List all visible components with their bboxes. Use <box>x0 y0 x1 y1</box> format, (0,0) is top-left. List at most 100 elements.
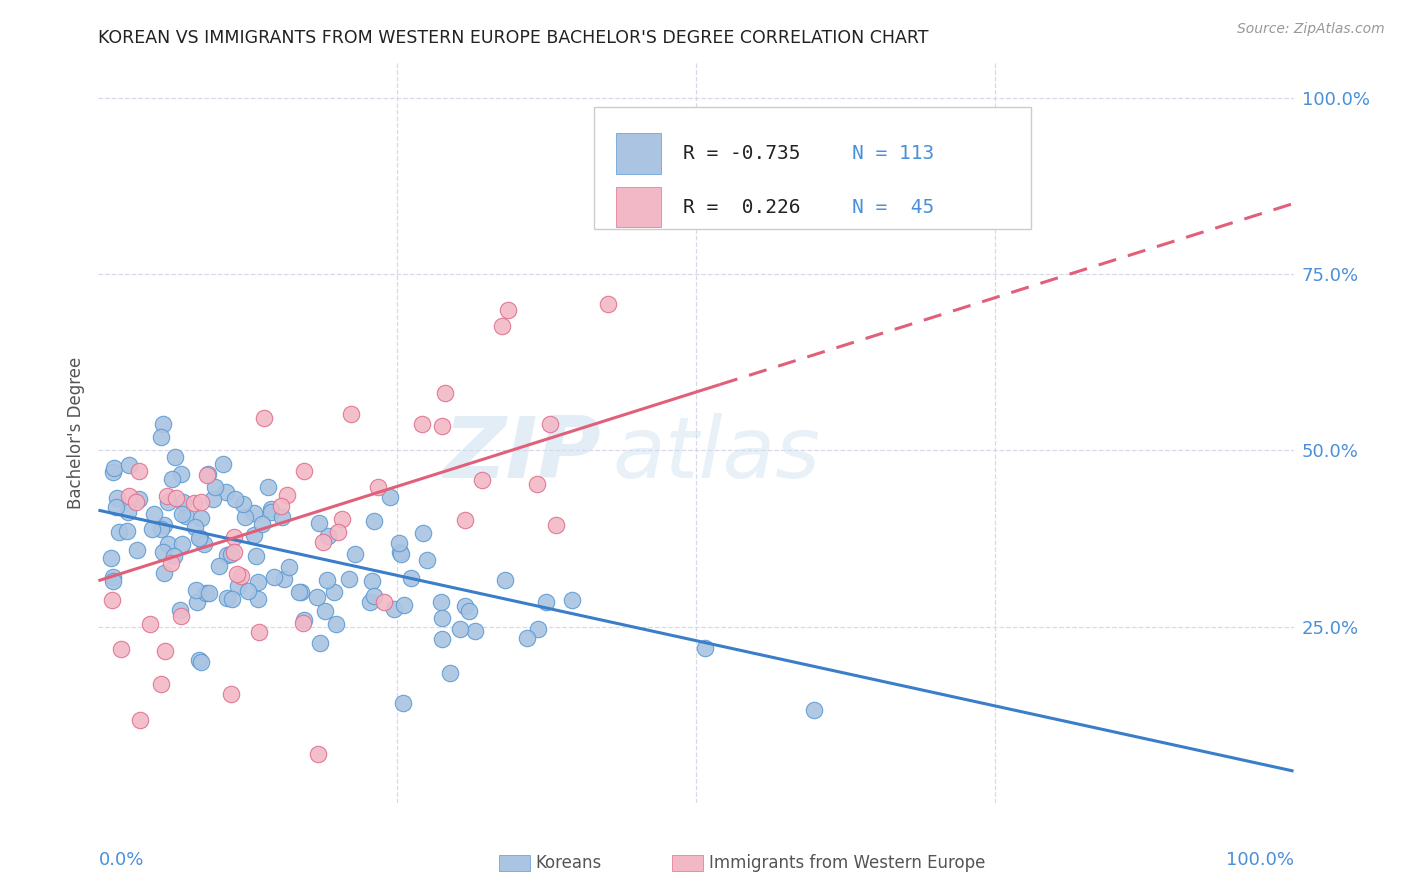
Point <box>141 522 163 536</box>
Point <box>172 495 194 509</box>
Point <box>340 407 363 421</box>
Point <box>128 491 150 506</box>
Point <box>273 572 295 586</box>
Point <box>598 297 620 311</box>
Point <box>250 516 273 531</box>
Point <box>378 490 401 504</box>
Point <box>128 464 150 478</box>
Point <box>454 512 477 526</box>
Text: N =  45: N = 45 <box>852 197 934 217</box>
Point <box>361 574 384 588</box>
Point <box>232 497 254 511</box>
Point <box>270 499 292 513</box>
Point <box>187 653 209 667</box>
Point <box>454 599 477 614</box>
Point <box>561 593 583 607</box>
Point <box>101 574 124 588</box>
Point <box>247 625 270 640</box>
Point <box>534 595 557 609</box>
Text: Source: ZipAtlas.com: Source: ZipAtlas.com <box>1237 22 1385 37</box>
Point <box>245 549 267 563</box>
Point <box>430 632 453 647</box>
FancyBboxPatch shape <box>595 107 1031 229</box>
Point <box>389 545 412 559</box>
Point <box>153 518 176 533</box>
Point <box>290 585 312 599</box>
Point <box>263 570 285 584</box>
Point <box>516 631 538 645</box>
Point <box>260 502 283 516</box>
Point <box>359 595 381 609</box>
Point <box>429 595 451 609</box>
Point <box>104 500 127 514</box>
Text: N = 113: N = 113 <box>852 144 934 162</box>
Point <box>117 505 139 519</box>
Point <box>153 566 176 581</box>
Text: ZIP: ZIP <box>443 413 600 496</box>
Point <box>316 529 339 543</box>
Point <box>118 458 141 472</box>
Point <box>211 457 233 471</box>
Point <box>174 508 197 523</box>
Point <box>309 636 332 650</box>
Point <box>155 643 177 657</box>
Point <box>343 547 366 561</box>
Point <box>363 590 385 604</box>
Point <box>195 467 218 482</box>
Point <box>496 303 519 318</box>
Point <box>183 520 205 534</box>
Point <box>152 545 174 559</box>
Point <box>197 467 219 481</box>
Point <box>100 551 122 566</box>
Point <box>439 665 461 680</box>
Point <box>224 491 246 506</box>
Point <box>233 510 256 524</box>
Point <box>276 488 298 502</box>
Point <box>307 590 329 604</box>
Point <box>312 534 335 549</box>
Point <box>165 491 187 505</box>
Point <box>204 479 226 493</box>
Point <box>129 713 152 727</box>
Point <box>215 548 238 562</box>
Point <box>208 558 231 573</box>
Point <box>325 617 347 632</box>
Point <box>291 616 314 631</box>
Point <box>108 524 131 539</box>
Point <box>494 573 516 587</box>
Point <box>118 489 141 503</box>
Point <box>236 583 259 598</box>
Point <box>198 586 221 600</box>
Point <box>412 525 434 540</box>
Point <box>471 473 494 487</box>
Point <box>292 464 315 478</box>
Point <box>215 591 238 605</box>
Point <box>226 579 249 593</box>
Point <box>110 642 132 657</box>
Point <box>257 480 280 494</box>
Text: Koreans: Koreans <box>536 855 602 872</box>
Point <box>464 624 486 638</box>
Point <box>314 604 336 618</box>
Point <box>226 566 249 581</box>
Point <box>150 677 173 691</box>
Point <box>222 544 245 558</box>
Point <box>253 410 276 425</box>
Point <box>172 507 194 521</box>
Point <box>373 595 395 609</box>
Point <box>194 585 217 599</box>
Point <box>337 572 360 586</box>
Point <box>416 552 439 566</box>
Point <box>388 535 411 549</box>
Point <box>159 556 181 570</box>
Text: 100.0%: 100.0% <box>1226 851 1294 869</box>
Point <box>307 747 329 761</box>
Point <box>330 512 353 526</box>
Point <box>434 386 457 401</box>
Text: 0.0%: 0.0% <box>98 851 143 869</box>
Point <box>221 591 243 606</box>
Point <box>449 622 471 636</box>
Text: KOREAN VS IMMIGRANTS FROM WESTERN EUROPE BACHELOR'S DEGREE CORRELATION CHART: KOREAN VS IMMIGRANTS FROM WESTERN EUROPE… <box>98 29 929 47</box>
Point <box>163 549 186 563</box>
Point <box>142 507 165 521</box>
